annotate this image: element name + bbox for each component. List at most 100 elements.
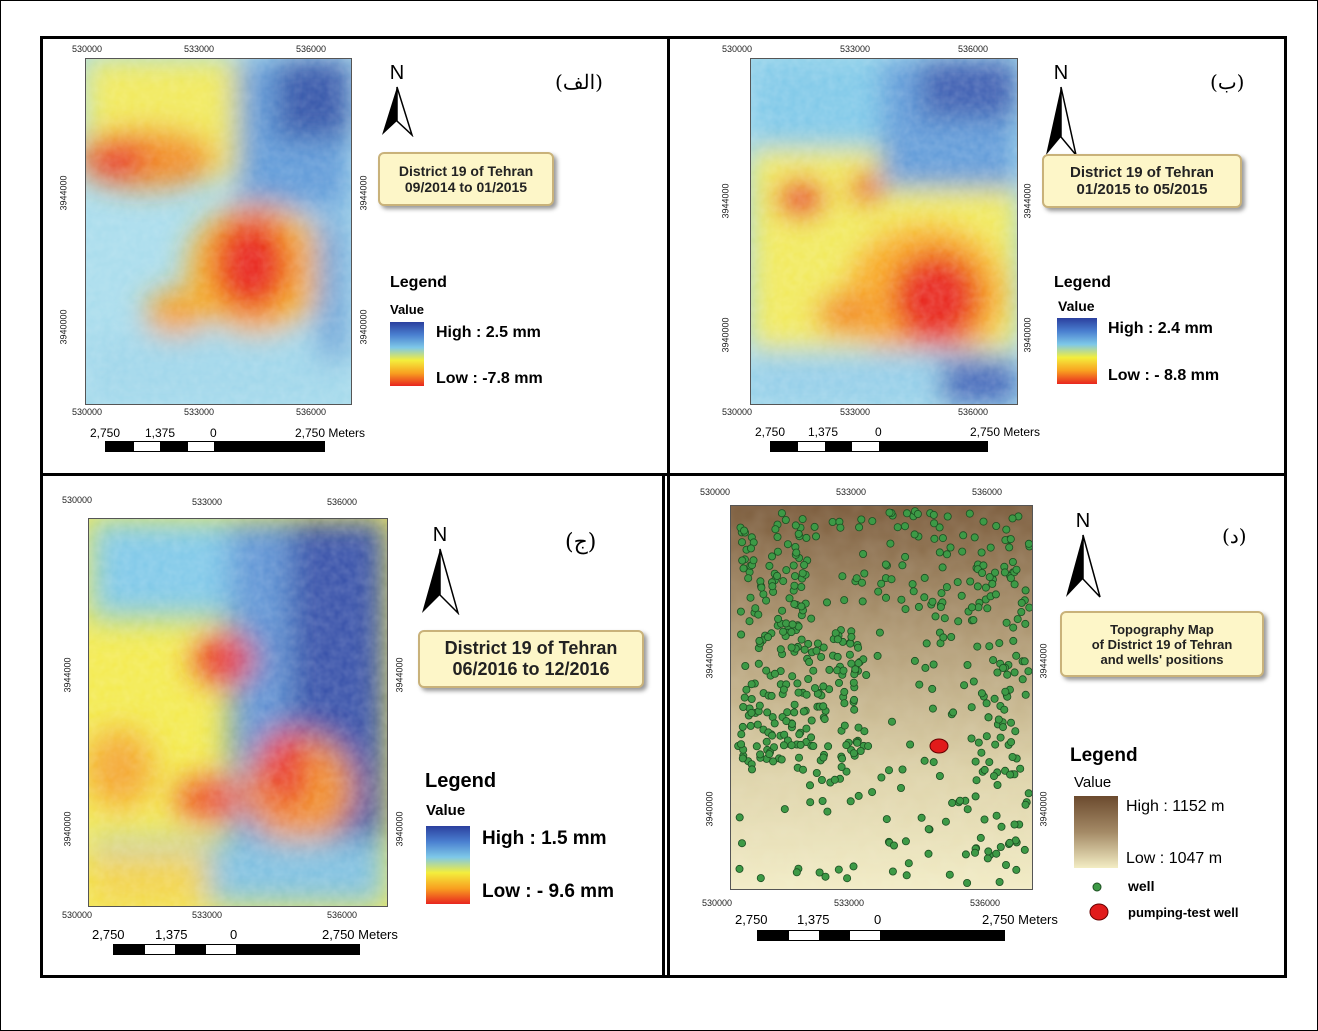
well-marker — [854, 643, 863, 652]
well-marker — [882, 815, 891, 824]
well-marker — [779, 577, 788, 586]
well-marker — [972, 776, 981, 785]
well-marker — [889, 841, 898, 850]
well-marker — [1005, 543, 1014, 552]
well-marker — [862, 670, 871, 679]
tick-bottom-3: 536000 — [327, 910, 358, 920]
well-marker — [770, 669, 779, 678]
well-marker — [817, 775, 826, 784]
well-marker — [901, 552, 910, 561]
well-marker — [783, 540, 792, 549]
pumping-test-well-symbol — [1089, 903, 1109, 921]
well-marker — [864, 742, 873, 751]
well-marker — [885, 508, 894, 517]
well-marker — [992, 849, 1001, 858]
well-marker — [1021, 800, 1030, 809]
well-marker — [812, 532, 821, 541]
well-marker — [995, 639, 1004, 648]
well-marker — [795, 730, 804, 739]
well-marker — [788, 620, 797, 629]
tick-right-1: 3944000 — [394, 657, 405, 693]
well-marker — [804, 639, 813, 648]
well-marker — [738, 722, 747, 731]
well-marker — [838, 572, 847, 581]
panel-label-d: (د) — [1222, 524, 1247, 548]
well-marker — [868, 788, 877, 797]
well-marker — [745, 617, 754, 626]
well-marker — [830, 775, 839, 784]
well-marker — [904, 859, 913, 868]
well-marker — [755, 701, 764, 710]
well-marker — [859, 550, 868, 559]
well-marker — [954, 617, 963, 626]
well-marker — [819, 682, 828, 691]
well-marker — [983, 604, 992, 613]
well-marker — [973, 582, 982, 591]
well-marker — [995, 877, 1004, 886]
well-marker — [747, 694, 756, 703]
panel-label-b: (ب) — [1210, 70, 1245, 94]
scale-c-lab1: 2,750 — [92, 927, 125, 942]
scale-c-lab2: 1,375 — [155, 927, 188, 942]
well-marker — [948, 798, 957, 807]
well-marker — [936, 603, 945, 612]
legend-high-a: High : 2.5 mm — [436, 324, 541, 341]
well-marker — [860, 727, 869, 736]
well-marker — [840, 721, 849, 730]
well-marker — [868, 517, 877, 526]
well-marker — [802, 533, 811, 542]
well-marker — [854, 791, 863, 800]
well-marker — [782, 619, 791, 628]
well-marker — [823, 598, 832, 607]
well-marker — [812, 768, 821, 777]
well-marker — [991, 740, 1000, 749]
well-marker — [929, 660, 938, 669]
well-marker — [855, 523, 864, 532]
well-marker — [806, 798, 815, 807]
well-marker — [1024, 789, 1032, 798]
well-marker — [993, 668, 1002, 677]
well-marker — [739, 564, 748, 573]
well-marker — [819, 702, 828, 711]
scale-b-lab2: 1,375 — [808, 425, 839, 439]
scale-d-lab3: 0 — [874, 912, 882, 927]
well-marker — [762, 666, 771, 675]
well-marker — [797, 583, 806, 592]
well-marker — [1009, 623, 1018, 632]
well-marker — [957, 591, 966, 600]
scale-b-lab4: 2,750 Meters — [970, 425, 1041, 439]
well-marker — [921, 663, 930, 672]
well-marker — [810, 522, 819, 531]
well-marker — [838, 754, 847, 763]
tick-top-3: 536000 — [327, 497, 358, 507]
well-marker — [767, 691, 776, 700]
tick-bottom-1: 530000 — [62, 910, 93, 920]
tick-top-2: 533000 — [840, 44, 871, 54]
well-marker — [749, 556, 758, 565]
well-marker — [846, 797, 855, 806]
well-marker — [938, 563, 947, 572]
well-marker — [840, 596, 849, 605]
well-marker — [852, 574, 861, 583]
well-marker — [790, 581, 799, 590]
well-marker — [920, 593, 929, 602]
well-marker — [779, 627, 788, 636]
well-marker — [746, 544, 755, 553]
well-marker — [791, 572, 800, 581]
well-marker — [920, 756, 929, 765]
well-marker — [877, 579, 886, 588]
well-marker — [984, 713, 993, 722]
well-marker — [737, 630, 746, 639]
well-marker — [824, 742, 833, 751]
tick-bottom-3: 536000 — [970, 898, 1001, 908]
well-marker — [794, 529, 803, 538]
well-marker — [854, 723, 863, 732]
well-marker — [773, 532, 782, 541]
well-marker — [1001, 860, 1010, 869]
well-marker — [976, 833, 985, 842]
well-marker — [875, 628, 884, 637]
well-marker — [959, 531, 968, 540]
tick-top-1: 530000 — [62, 495, 93, 505]
well-marker — [833, 652, 842, 661]
tick-bottom-1: 530000 — [72, 407, 103, 417]
